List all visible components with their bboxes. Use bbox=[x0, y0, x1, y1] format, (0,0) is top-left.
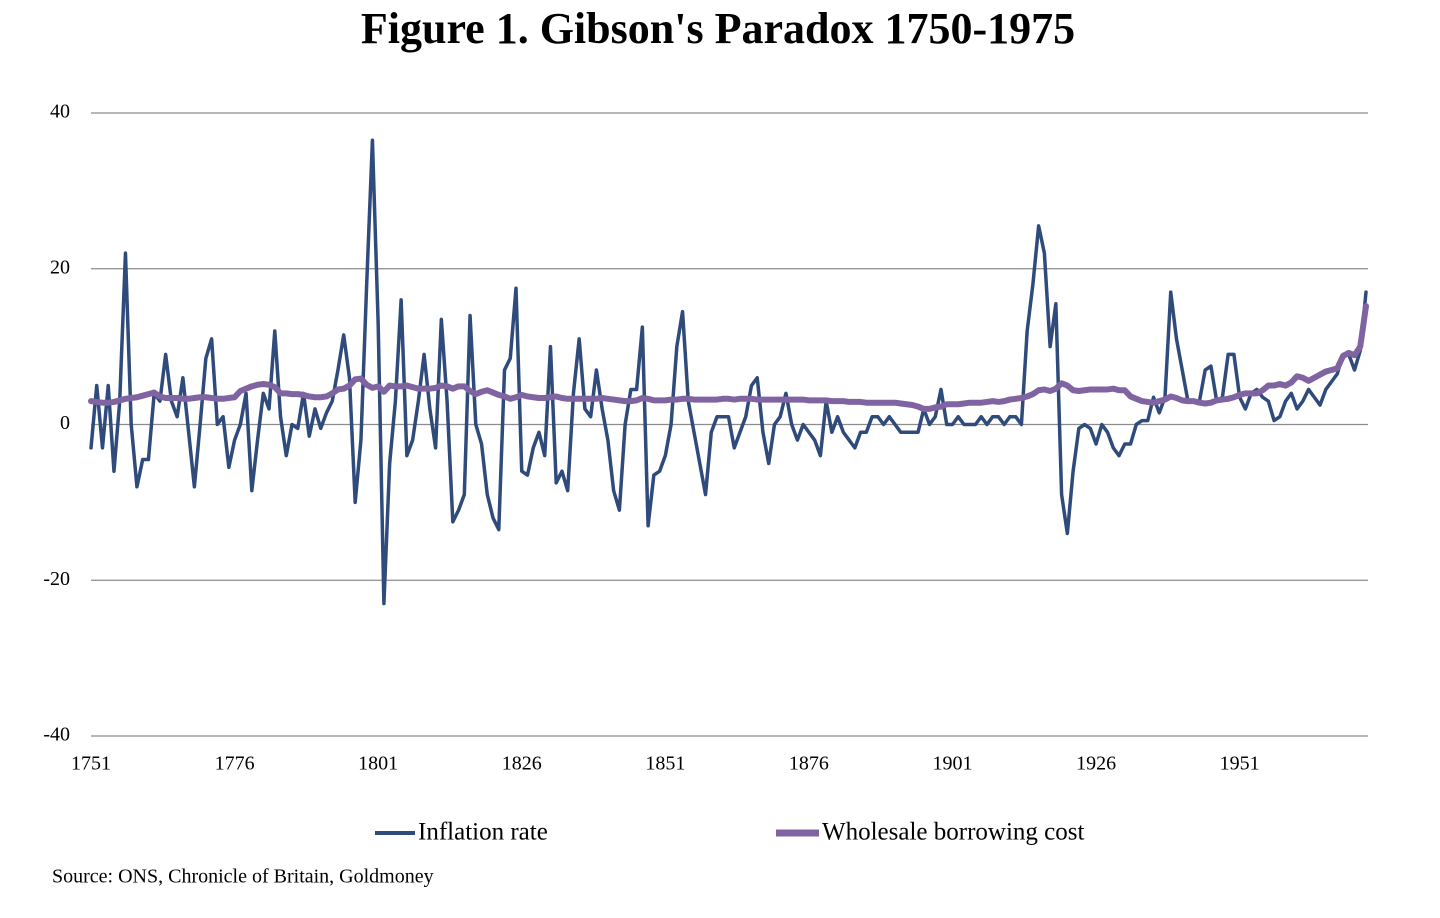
x-tick-label: 1776 bbox=[215, 753, 255, 775]
series-line bbox=[89, 138, 1368, 606]
legend-label: Inflation rate bbox=[418, 819, 548, 846]
x-tick-label: 1951 bbox=[1220, 753, 1260, 775]
y-tick-label: 40 bbox=[50, 101, 70, 123]
legend-label: Wholesale borrowing cost bbox=[822, 819, 1084, 846]
source-note: Source: ONS, Chronicle of Britain, Goldm… bbox=[52, 866, 434, 888]
x-tick-label: 1876 bbox=[789, 753, 829, 775]
y-tick-label: 20 bbox=[50, 256, 70, 278]
y-tick-label: -40 bbox=[43, 724, 70, 746]
y-tick-label: 0 bbox=[60, 412, 70, 434]
x-tick-label: 1851 bbox=[645, 753, 685, 775]
series-line bbox=[88, 303, 1369, 412]
x-tick-label: 1826 bbox=[502, 753, 542, 775]
x-tick-label: 1901 bbox=[932, 753, 972, 775]
y-tick-label: -20 bbox=[43, 568, 70, 590]
x-tick-label: 1801 bbox=[358, 753, 398, 775]
chart-title: Figure 1. Gibson's Paradox 1750-1975 bbox=[361, 4, 1075, 53]
x-tick-label: 1751 bbox=[71, 753, 111, 775]
x-tick-label: 1926 bbox=[1076, 753, 1116, 775]
